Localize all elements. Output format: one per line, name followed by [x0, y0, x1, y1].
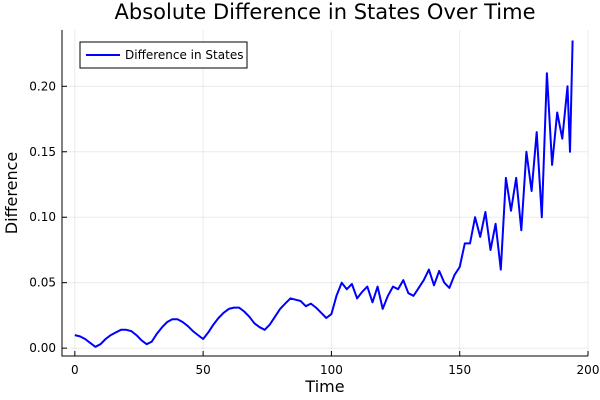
chart-title: Absolute Difference in States Over Time — [115, 0, 536, 24]
x-tick-label: 200 — [577, 363, 600, 377]
plot-spine — [61, 30, 588, 357]
y-tick-label: 0.05 — [29, 276, 56, 290]
x-tick-label: 50 — [195, 363, 210, 377]
y-tick-label: 0.20 — [29, 79, 56, 93]
axis-ticks: 0 50 100 150 200 0.00 0.05 0.10 0.15 0.20 — [29, 79, 599, 377]
y-tick-label: 0.00 — [29, 341, 56, 355]
legend-label: Difference in States — [125, 48, 243, 62]
x-tick-label: 100 — [320, 363, 343, 377]
y-tick-label: 0.15 — [29, 145, 56, 159]
x-tick-label: 150 — [448, 363, 471, 377]
legend: Difference in States — [79, 41, 248, 69]
y-axis-label: Difference — [2, 152, 21, 234]
series-layer — [74, 40, 574, 348]
x-axis-label: Time — [304, 377, 344, 396]
y-tick-label: 0.10 — [29, 210, 56, 224]
x-tick-label: 0 — [71, 363, 79, 377]
grid-lines — [62, 30, 589, 356]
series-line — [74, 40, 574, 348]
